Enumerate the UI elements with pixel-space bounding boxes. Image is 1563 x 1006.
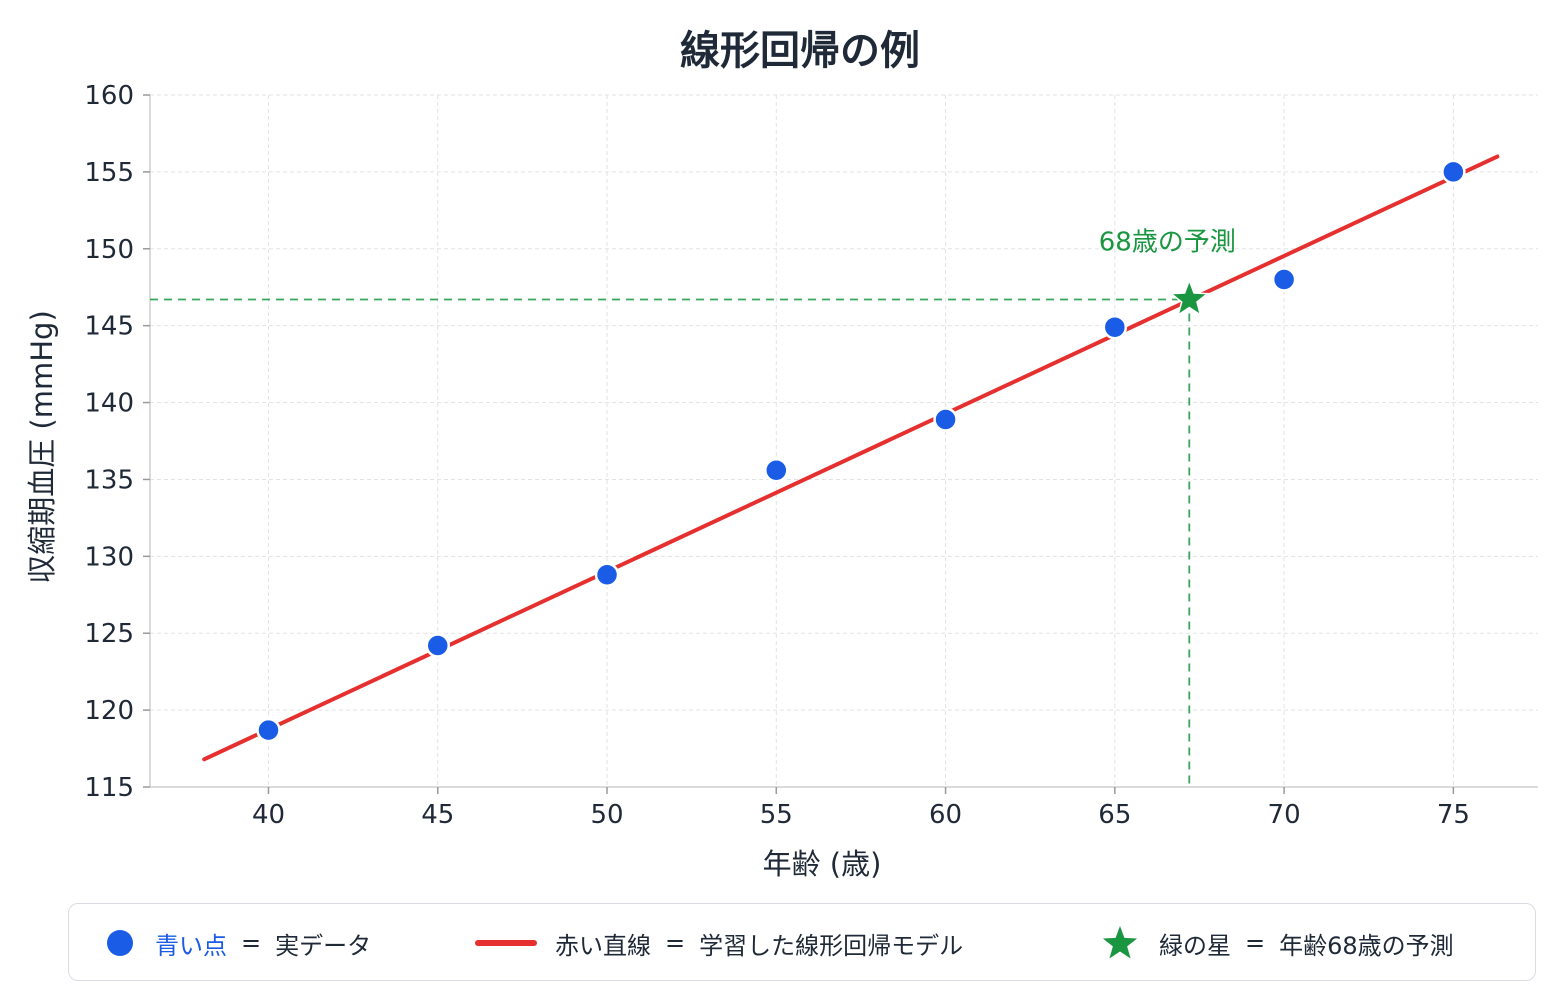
x-tick-label: 65 bbox=[1098, 800, 1131, 830]
legend-item-prediction: 緑の星 = 年齢68歳の予測 bbox=[1101, 904, 1454, 982]
y-tick-label: 130 bbox=[84, 542, 134, 572]
x-tick-label: 40 bbox=[252, 800, 285, 830]
x-tick-label: 60 bbox=[929, 800, 962, 830]
prediction-group: 68歳の予測 bbox=[1099, 228, 1236, 317]
red-line-icon bbox=[475, 940, 537, 946]
y-tick-label: 145 bbox=[84, 312, 134, 342]
legend-desc: 年齢68歳の予測 bbox=[1279, 931, 1454, 960]
chart: 線形回帰の例 40 45 50 55 60 65 70 75 115 120 125 130 135 14… bbox=[25, 28, 1538, 881]
legend-key: 赤い直線 bbox=[555, 931, 651, 960]
green-star-icon bbox=[1102, 926, 1138, 959]
data-points bbox=[256, 159, 1466, 743]
data-point bbox=[764, 457, 789, 483]
y-tick-label: 155 bbox=[84, 158, 134, 188]
y-tick-label: 125 bbox=[84, 619, 134, 649]
legend-key: 緑の星 bbox=[1159, 931, 1231, 960]
y-tick-label: 135 bbox=[84, 465, 134, 495]
data-point bbox=[425, 633, 451, 658]
data-point bbox=[594, 562, 620, 588]
x-tick-label: 70 bbox=[1268, 800, 1301, 830]
y-tick-label: 150 bbox=[84, 235, 134, 265]
regression-line bbox=[202, 154, 1500, 762]
x-tick-label: 50 bbox=[590, 800, 623, 830]
y-tick-label: 115 bbox=[84, 773, 134, 803]
grid bbox=[150, 94, 1538, 788]
y-tick-label: 120 bbox=[84, 696, 134, 726]
y-axis-label: 収縮期血圧 (mmHg) bbox=[25, 310, 59, 584]
data-point bbox=[1102, 314, 1128, 340]
x-tick-label: 45 bbox=[421, 800, 454, 830]
data-point bbox=[1271, 267, 1297, 292]
legend-sep: = bbox=[1245, 929, 1266, 957]
prediction-star bbox=[1169, 278, 1210, 317]
ticks: 40 45 50 55 60 65 70 75 115 120 125 130 135 140 145 150… bbox=[84, 81, 1470, 830]
chart-title: 線形回帰の例 bbox=[680, 28, 920, 74]
legend-item-data: 青い点 = 実データ bbox=[107, 904, 371, 982]
blue-dot-icon bbox=[107, 930, 133, 956]
y-tick-label: 160 bbox=[84, 81, 134, 111]
legend-item-model: 赤い直線 = 学習した線形回帰モデル bbox=[475, 904, 963, 982]
regression-line-group bbox=[202, 154, 1500, 762]
legend-key: 青い点 bbox=[155, 931, 227, 960]
legend-sep: = bbox=[665, 929, 686, 957]
prediction-guides bbox=[150, 298, 1191, 787]
data-point bbox=[1441, 159, 1466, 185]
legend-sep: = bbox=[241, 929, 262, 957]
legend-desc: 実データ bbox=[275, 931, 372, 960]
x-tick-label: 55 bbox=[760, 800, 793, 830]
y-tick-label: 140 bbox=[84, 389, 134, 419]
legend: 青い点 = 実データ 赤い直線 = 学習した線形回帰モデル 緑の星 = 年齢68… bbox=[68, 903, 1536, 981]
x-axis-label: 年齢 (歳) bbox=[763, 847, 882, 881]
prediction-label: 68歳の予測 bbox=[1099, 228, 1236, 258]
data-point bbox=[933, 407, 958, 432]
x-tick-label: 75 bbox=[1437, 800, 1470, 830]
axes bbox=[149, 95, 1538, 788]
data-point bbox=[256, 717, 281, 743]
legend-desc: 学習した線形回帰モデル bbox=[699, 931, 964, 960]
